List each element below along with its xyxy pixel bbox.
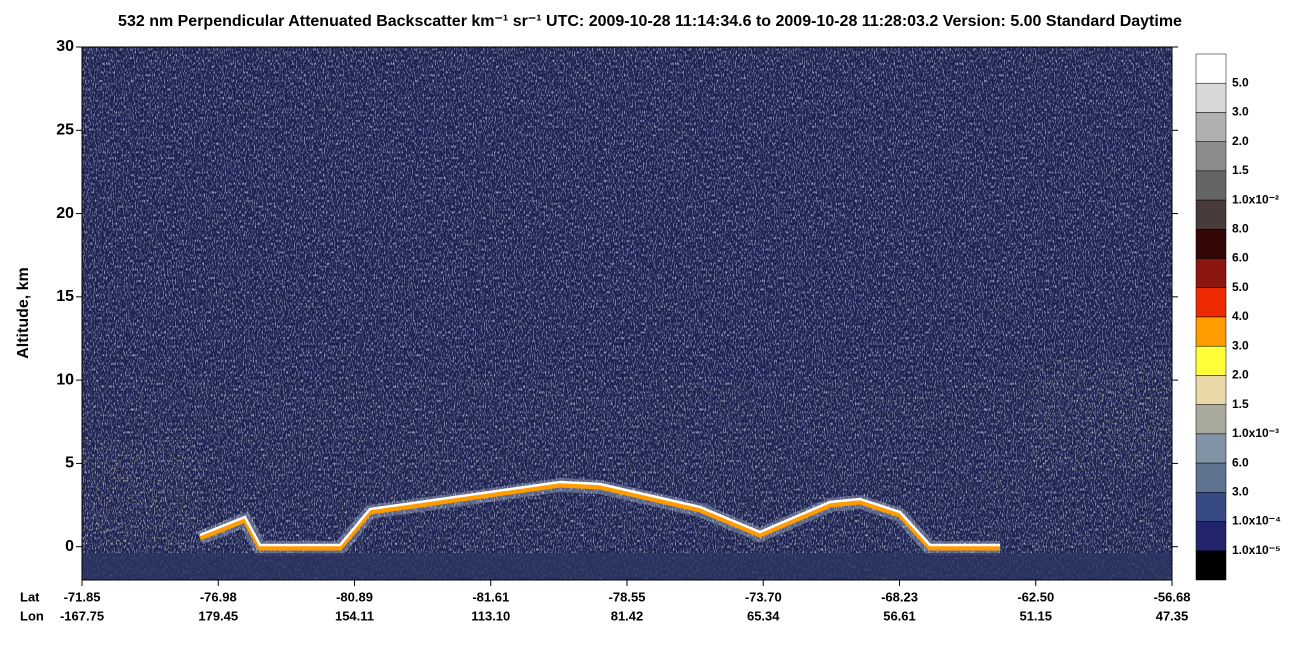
- x-tick-label: 179.45: [198, 608, 238, 623]
- y-tick-label: 5: [65, 455, 74, 472]
- colorbar-swatch: [1195, 345, 1227, 376]
- x-tick-label: -71.85: [64, 589, 101, 604]
- x-tick-label: -73.70: [745, 589, 782, 604]
- colorbar-swatch: [1195, 258, 1227, 289]
- colorbar-swatch: [1195, 229, 1227, 259]
- x-tick-label: -62.50: [1017, 589, 1054, 604]
- colorbar-label: 1.0x10⁻²: [1232, 192, 1279, 206]
- colorbar-swatch: [1195, 404, 1227, 435]
- colorbar-label: 2.0: [1232, 134, 1249, 148]
- noise-low: [82, 380, 1172, 580]
- x-tick-label: 51.15: [1019, 608, 1052, 623]
- colorbar-swatch: [1195, 199, 1227, 230]
- x-tick-label: 56.61: [883, 608, 916, 623]
- colorbar-label: 3.0: [1232, 105, 1249, 119]
- cloud: [1030, 360, 1172, 470]
- colorbar-swatch: [1195, 521, 1227, 552]
- colorbar-label: 8.0: [1232, 222, 1249, 236]
- colorbar-swatch: [1195, 492, 1227, 522]
- colorbar-swatch: [1195, 170, 1227, 201]
- x-tick-label: -56.68: [1154, 589, 1191, 604]
- colorbar-swatch: [1195, 433, 1227, 464]
- colorbar-swatch: [1195, 141, 1227, 172]
- colorbar-label: 2.0: [1232, 368, 1249, 382]
- x-tick-label: 47.35: [1156, 608, 1189, 623]
- x-tick-label: -68.23: [881, 589, 918, 604]
- plot-area: [82, 47, 1172, 580]
- surface-band: [199, 482, 1000, 551]
- colorbar-label: 1.0x10⁻³: [1232, 426, 1279, 440]
- subsurface: [82, 553, 1172, 580]
- colorbar-label: 6.0: [1232, 251, 1249, 265]
- x-tick-label: -78.55: [609, 589, 646, 604]
- y-tick-label: 20: [56, 205, 74, 222]
- x-row-label: Lon: [20, 608, 44, 623]
- colorbar-label: 1.0x10⁻⁴: [1232, 514, 1281, 528]
- x-tick-label: -81.61: [472, 589, 509, 604]
- colorbar-swatch: [1195, 375, 1227, 405]
- colorbar-swatch: [1195, 53, 1227, 84]
- cloud: [82, 440, 202, 550]
- colorbar-swatch: [1195, 550, 1227, 581]
- y-tick-label: 25: [56, 122, 74, 139]
- colorbar-swatch: [1195, 462, 1227, 493]
- surface-line: [199, 480, 1000, 547]
- x-row-label: Lat: [20, 589, 40, 604]
- y-tick-label: 0: [65, 538, 74, 555]
- y-axis-label: Altitude, km: [15, 267, 32, 359]
- x-tick-label: 65.34: [747, 608, 780, 623]
- x-tick-label: 113.10: [471, 608, 510, 623]
- y-tick-label: 10: [56, 371, 74, 388]
- colorbar-label: 3.0: [1232, 485, 1249, 499]
- colorbar-label: 4.0: [1232, 309, 1249, 323]
- colorbar-swatch: [1195, 112, 1227, 142]
- colorbar-swatch: [1195, 82, 1227, 113]
- y-tick-label: 30: [56, 38, 74, 55]
- colorbar-label: 5.0: [1232, 75, 1249, 89]
- colorbar-swatch: [1195, 287, 1227, 318]
- colorbar-label: 1.5: [1232, 163, 1249, 177]
- x-tick-label: 81.42: [611, 608, 644, 623]
- x-tick-label: 154.11: [335, 608, 374, 623]
- colorbar-label: 1.0x10⁻⁵: [1232, 543, 1281, 557]
- x-tick-label: -167.75: [60, 608, 104, 623]
- x-tick-label: -76.98: [200, 589, 237, 604]
- colorbar-label: 1.5: [1232, 397, 1249, 411]
- colorbar-swatch: [1195, 316, 1227, 347]
- x-tick-label: -80.89: [336, 589, 373, 604]
- y-tick-label: 15: [56, 288, 74, 305]
- colorbar-label: 6.0: [1232, 455, 1249, 469]
- colorbar-label: 3.0: [1232, 338, 1249, 352]
- chart-title: 532 nm Perpendicular Attenuated Backscat…: [118, 13, 1182, 30]
- colorbar-label: 5.0: [1232, 280, 1249, 294]
